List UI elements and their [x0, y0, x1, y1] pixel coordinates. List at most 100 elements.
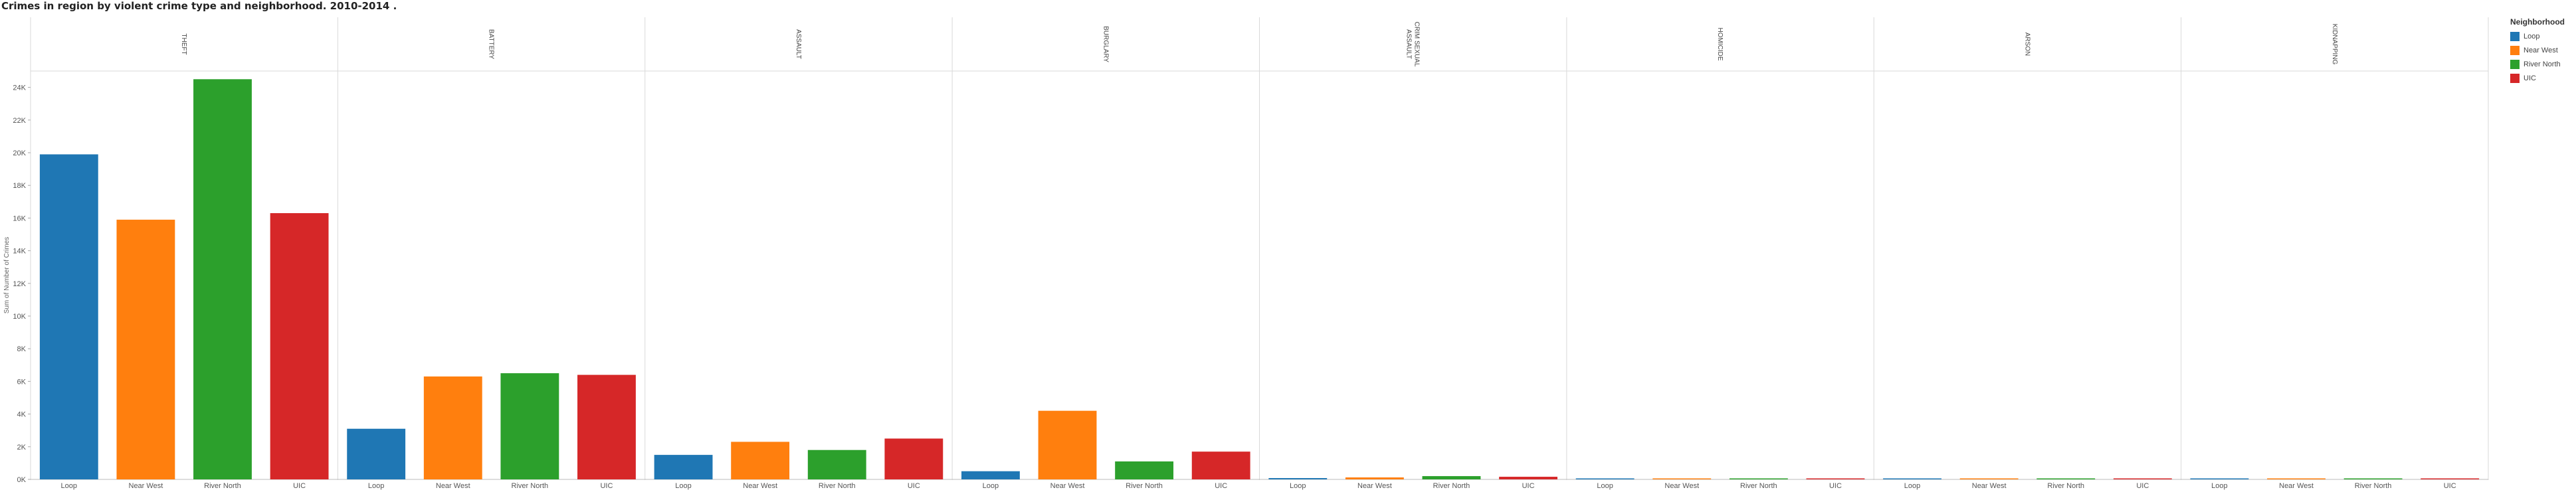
bar: [39, 154, 98, 479]
bar: [2343, 478, 2403, 479]
x-tick-label: River North: [1126, 482, 1163, 490]
y-tick-label: 24K: [13, 84, 26, 92]
facet-header-line: HOMICIDE: [1716, 28, 1724, 61]
bar: [654, 455, 713, 479]
x-tick-label: Near West: [2279, 482, 2314, 490]
x-tick-label: Near West: [743, 482, 777, 490]
bar: [1806, 478, 1865, 479]
facet-header-line: KIDNAPPING: [2331, 24, 2338, 65]
bar: [1038, 410, 1097, 479]
x-tick-label: Loop: [368, 482, 384, 490]
legend-label: UIC: [2524, 74, 2536, 82]
x-tick-label: Loop: [2211, 482, 2227, 490]
facet-header-label: ASSAULT: [795, 29, 802, 59]
x-tick-label: Near West: [1357, 482, 1392, 490]
x-tick-label: River North: [819, 482, 856, 490]
bar: [270, 213, 329, 479]
legend-swatch: [2510, 31, 2520, 41]
facet-header-label: THEFT: [180, 33, 187, 54]
bar: [1652, 478, 1712, 479]
bar: [1345, 477, 1404, 479]
x-tick-label: River North: [1433, 482, 1470, 490]
x-tick-label: Loop: [1904, 482, 1920, 490]
x-tick-label: Near West: [1664, 482, 1699, 490]
bar: [423, 376, 482, 479]
facet-header-line: THEFT: [180, 33, 187, 54]
y-tick-label: 6K: [17, 378, 27, 386]
facet-header-label: BURGLARY: [1102, 26, 1109, 62]
facet-header-line: CRIM SEXUAL: [1413, 22, 1421, 67]
bar: [807, 450, 866, 479]
x-tick-label: Near West: [436, 482, 470, 490]
legend-label: Near West: [2524, 46, 2558, 54]
y-tick-label: 10K: [13, 313, 26, 321]
chart-title: Crimes in region by violent crime type a…: [1, 0, 397, 12]
legend-item[interactable]: UIC: [2510, 71, 2565, 85]
legend-item[interactable]: Near West: [2510, 43, 2565, 57]
facet-header-label: BATTERY: [488, 29, 495, 60]
y-tick-label: 4K: [17, 411, 27, 419]
bar: [2036, 478, 2096, 479]
y-tick-label: 12K: [13, 280, 26, 288]
facet-header-label: ARSON: [2023, 33, 2031, 56]
x-tick-label: Loop: [1597, 482, 1613, 490]
y-tick-label: 18K: [13, 182, 26, 190]
facet-header-line: BATTERY: [488, 29, 495, 60]
legend-swatch: [2510, 73, 2520, 83]
x-tick-label: Near West: [1050, 482, 1085, 490]
legend-label: Loop: [2524, 32, 2540, 41]
legend-swatch: [2510, 45, 2520, 55]
legend-item[interactable]: Loop: [2510, 29, 2565, 43]
bar: [500, 373, 559, 479]
bar: [884, 438, 943, 479]
x-tick-label: Loop: [983, 482, 999, 490]
facet-header-line: ARSON: [2023, 33, 2031, 56]
bar: [1268, 478, 1328, 479]
x-tick-label: UIC: [2444, 482, 2456, 490]
bar: [1191, 451, 1250, 479]
bar: [2113, 478, 2172, 479]
bar: [731, 442, 790, 479]
bar: [1575, 478, 1635, 479]
bar: [1115, 461, 1174, 479]
bar: [347, 428, 406, 479]
y-tick-label: 22K: [13, 117, 26, 125]
legend-item[interactable]: River North: [2510, 57, 2565, 71]
bar: [1499, 477, 1558, 479]
bar: [116, 219, 175, 479]
legend-label: River North: [2524, 60, 2561, 68]
x-tick-label: UIC: [2136, 482, 2149, 490]
faceted-bar-chart: 0K 2K 4K 6K 8K 10K 12K 14K 16K 18K 20K 22K 24K Sum of…: [3, 17, 2489, 490]
x-tick-label: UIC: [293, 482, 306, 490]
x-tick-label: River North: [2355, 482, 2392, 490]
y-axis-title: Sum of Number of Crimes: [3, 237, 11, 314]
x-tick-label: UIC: [1829, 482, 1842, 490]
x-tick-label: River North: [204, 482, 241, 490]
bar: [1422, 476, 1481, 479]
y-tick-label: 8K: [17, 345, 27, 353]
y-tick-label: 0K: [17, 476, 27, 484]
y-tick-label: 2K: [17, 444, 27, 451]
bar: [577, 374, 636, 479]
x-tick-label: Loop: [61, 482, 77, 490]
bar: [1883, 478, 1941, 479]
y-tick-label: 14K: [13, 248, 26, 256]
bar: [193, 79, 252, 480]
x-tick-label: Loop: [675, 482, 691, 490]
x-tick-label: Near West: [129, 482, 163, 490]
legend-title: Neighborhood: [2510, 17, 2565, 27]
facet-header-line: ASSAULT: [795, 29, 802, 59]
facet-header-label: HOMICIDE: [1716, 28, 1724, 61]
facet-header-line: ASSAULT: [1405, 29, 1413, 59]
x-tick-label: River North: [512, 482, 549, 490]
x-tick-label: River North: [1740, 482, 1777, 490]
legend-swatch: [2510, 59, 2520, 69]
bar: [2421, 478, 2480, 479]
bar: [1959, 478, 2019, 479]
bar: [2190, 478, 2249, 479]
x-tick-label: UIC: [908, 482, 920, 490]
x-tick-label: Loop: [1290, 482, 1306, 490]
facet-header-label: KIDNAPPING: [2331, 24, 2338, 65]
bar: [1729, 478, 1788, 479]
facet-header-label: CRIM SEXUALASSAULT: [1405, 22, 1421, 67]
